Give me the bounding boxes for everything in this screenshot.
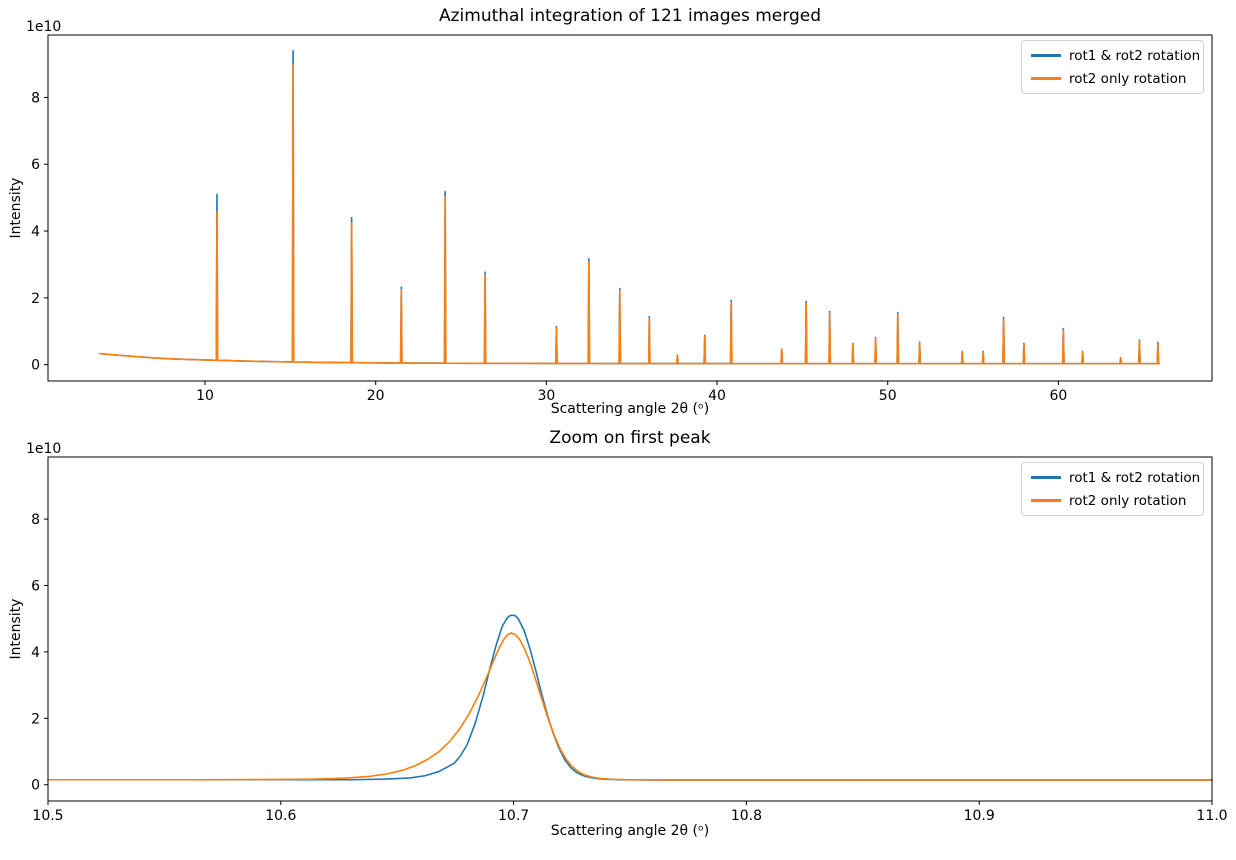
y-tick-label: 8: [31, 90, 40, 106]
x-tick-label: 40: [708, 388, 726, 404]
top-xaxis-label: Scattering angle 2θ (ᵒ): [550, 401, 710, 417]
axes-spines: [47, 34, 1213, 382]
legend-line-sample-icon: [1031, 54, 1061, 57]
y-tick-label: 6: [31, 579, 40, 595]
series-line-1: [47, 632, 1213, 781]
y-tick-label: 2: [31, 711, 40, 727]
bottom-xaxis-label: Scattering angle 2θ (ᵒ): [550, 823, 710, 839]
x-tick-label: 10.9: [964, 808, 995, 824]
x-tick-label: 11.0: [1196, 808, 1227, 824]
x-tick-label: 60: [1049, 388, 1067, 404]
legend-line-sample-icon: [1031, 77, 1061, 80]
legend-entry-label: rot1 & rot2 rotation: [1069, 469, 1201, 486]
y-tick-label: 0: [31, 358, 40, 374]
series-line-0: [47, 614, 1213, 781]
x-tick-label: 20: [367, 388, 385, 404]
y-tick-label: 8: [31, 512, 40, 528]
legend-line-sample-icon: [1031, 499, 1061, 502]
y-tick-label: 0: [31, 778, 40, 794]
y-tick-label: 6: [31, 157, 40, 173]
bottom-y-offset-label: 1e10: [26, 441, 62, 457]
top-chart: 10 20 30 40 50 60 0 2 4 6 8: [31, 34, 1213, 404]
x-tick-label: 10.5: [32, 808, 63, 824]
legend-entry-label: rot1 & rot2 rotation: [1069, 47, 1201, 64]
legend-entry-label: rot2 only rotation: [1069, 70, 1187, 87]
series-line-1: [99, 63, 1160, 365]
x-tick-label: 30: [537, 388, 555, 404]
legend-entry-label: rot2 only rotation: [1069, 492, 1187, 509]
x-tick-label: 10.6: [265, 808, 296, 824]
top-legend: rot1 & rot2 rotation rot2 only rotation: [1021, 40, 1204, 94]
legend-line-sample-icon: [1031, 476, 1061, 479]
bottom-chart-title: Zoom on first peak: [549, 428, 711, 448]
legend-entry-rot2-only: rot2 only rotation: [1031, 69, 1194, 88]
bottom-legend: rot1 & rot2 rotation rot2 only rotation: [1021, 462, 1204, 516]
top-chart-title: Azimuthal integration of 121 images merg…: [439, 6, 821, 26]
top-y-offset-label: 1e10: [26, 19, 62, 35]
legend-entry-rot1-rot2: rot1 & rot2 rotation: [1031, 46, 1200, 65]
legend-entry-rot2-only: rot2 only rotation: [1031, 491, 1194, 510]
x-tick-label: 50: [879, 388, 897, 404]
x-tick-label: 10.8: [731, 808, 762, 824]
bottom-chart: 10.5 10.6 10.7 10.8 10.9 11.0 0 2 4 6 8: [31, 456, 1228, 824]
y-tick-label: 4: [31, 645, 40, 661]
legend-entry-rot1-rot2: rot1 & rot2 rotation: [1031, 468, 1200, 487]
x-tick-label: 10.7: [498, 808, 529, 824]
top-yaxis-label: Intensity: [8, 177, 24, 239]
y-tick-label: 2: [31, 291, 40, 307]
axes-spines: [47, 456, 1213, 802]
y-tick-label: 4: [31, 224, 40, 240]
series-line-0: [99, 49, 1160, 365]
x-tick-label: 10: [196, 388, 214, 404]
bottom-yaxis-label: Intensity: [8, 598, 24, 660]
